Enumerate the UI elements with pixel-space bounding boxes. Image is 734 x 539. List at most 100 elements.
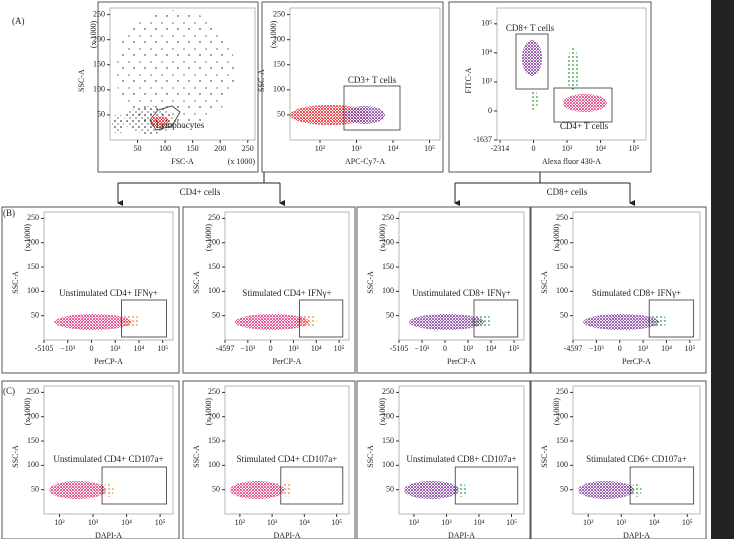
- plot-frame: [398, 211, 525, 341]
- gate-label: CD8+ T cells: [506, 23, 555, 33]
- x-tick-label: -4597: [216, 344, 235, 353]
- y-tick-label: 200: [27, 238, 39, 247]
- x-tick-label: 0: [618, 344, 622, 353]
- y-tick-label: 150: [273, 60, 285, 69]
- y-axis-label: SSC-A: [366, 445, 375, 468]
- branch-arrows: [117, 172, 635, 206]
- y-tick-label: 250: [382, 387, 394, 396]
- panel-frame: [530, 380, 707, 539]
- x-tick-label: 250: [242, 144, 254, 153]
- x-tick-label: 10⁵: [682, 518, 693, 527]
- x-tick-label: 10⁴: [121, 518, 132, 527]
- y-tick-label: 250: [556, 213, 568, 222]
- gate-label: Unstimulated CD4+ CD107a+: [53, 454, 163, 464]
- y-tick-label: 100: [93, 85, 105, 94]
- cell-cloud: [296, 314, 317, 328]
- x-tick-label: 10⁴: [134, 344, 145, 353]
- gate: [343, 85, 401, 131]
- x-tick-label: −10³: [589, 344, 605, 353]
- cell-cloud: [578, 481, 634, 499]
- panel-frame: [448, 1, 652, 173]
- y-tick-label: 50: [97, 110, 105, 119]
- y-axis-label: SSC-A: [540, 445, 549, 468]
- y-tick-label: 200: [556, 412, 568, 421]
- y-tick-label: 100: [556, 460, 568, 469]
- x-axis-unit: (x 1000): [228, 157, 256, 166]
- x-tick-label: 10⁴: [388, 144, 399, 153]
- y-tick-label: 50: [560, 485, 568, 494]
- y-axis-label: SSC-A: [11, 445, 20, 468]
- side-bar: [711, 0, 734, 539]
- panel-frame: [1, 380, 180, 539]
- x-axis-label: PerCP-A: [622, 357, 651, 366]
- y-tick-label: 200: [273, 35, 285, 44]
- x-tick-label: 10²: [54, 518, 65, 527]
- x-tick-label: 10⁴: [299, 518, 310, 527]
- y-tick-label: 200: [208, 412, 220, 421]
- cell-cloud: [54, 314, 132, 330]
- plot-frame: [224, 211, 350, 341]
- x-tick-label: 10⁵: [155, 518, 166, 527]
- panel-label: (A): [12, 16, 25, 26]
- y-tick-label: 150: [93, 60, 105, 69]
- y-tick-label: 100: [382, 286, 394, 295]
- x-tick-label: 10³: [638, 344, 649, 353]
- plot-frame: [109, 7, 256, 141]
- y-axis-label: SSC-A: [11, 271, 20, 294]
- x-tick-label: 10⁵: [157, 344, 168, 353]
- y-tick-label: 200: [382, 238, 394, 247]
- y-axis-label: SSC-A: [366, 271, 375, 294]
- plot-frame: [43, 385, 174, 515]
- y-tick-label: 50: [212, 485, 220, 494]
- x-tick-label: 10⁴: [661, 344, 672, 353]
- x-axis-label: PerCP-A: [447, 357, 476, 366]
- panel-frame: [1, 206, 180, 374]
- y-tick-label: 250: [556, 387, 568, 396]
- gate-label: Stimulated CD6+ CD107a+: [586, 454, 687, 464]
- y-tick-label: 100: [208, 286, 220, 295]
- y-tick-label: 250: [27, 387, 39, 396]
- x-tick-label: −10³: [240, 344, 256, 353]
- y-tick-label: 150: [382, 436, 394, 445]
- cell-cloud: [234, 314, 310, 330]
- gate-label: Stimulated CD4+ CD107a+: [237, 454, 338, 464]
- gate: [149, 105, 181, 131]
- panel-frame: [261, 1, 444, 173]
- y-axis-unit: (x 1000): [552, 398, 561, 426]
- x-tick-label: 10³: [441, 518, 452, 527]
- y-tick-label: 200: [556, 238, 568, 247]
- gate-label: Unstimulated CD8+ IFNγ+: [412, 288, 511, 298]
- x-tick-label: 10³: [110, 344, 121, 353]
- y-tick-label: 150: [556, 436, 568, 445]
- y-axis-unit: (x 1000): [378, 224, 387, 252]
- gate: [101, 466, 167, 505]
- cell-cloud: [631, 483, 642, 497]
- y-tick-label: 10⁴: [481, 48, 492, 57]
- y-axis-unit: (x 1000): [378, 398, 387, 426]
- plot-frame: [496, 7, 647, 141]
- x-axis-label: APC-Cy7-A: [345, 157, 385, 166]
- y-tick-label: 100: [556, 286, 568, 295]
- x-tick-label: 10⁵: [424, 144, 435, 153]
- plot-frame: [398, 385, 525, 515]
- cell-cloud: [404, 481, 459, 499]
- x-tick-label: 10³: [288, 344, 299, 353]
- x-tick-label: 10⁴: [649, 518, 660, 527]
- x-tick-label: 0: [532, 144, 536, 153]
- y-tick-label: 250: [208, 387, 220, 396]
- x-tick-label: -5105: [390, 344, 409, 353]
- y-tick-label: 150: [27, 436, 39, 445]
- plot-frame: [289, 7, 441, 141]
- x-tick-label: 10⁵: [334, 344, 345, 353]
- gate: [473, 299, 519, 338]
- y-axis-label: FITC-A: [464, 67, 473, 93]
- cell-cloud: [150, 116, 170, 128]
- y-tick-label: 50: [212, 311, 220, 320]
- x-tick-label: 0: [89, 344, 93, 353]
- x-tick-label: -2314: [491, 144, 510, 153]
- gate: [629, 466, 695, 505]
- x-tick-label: -5105: [35, 344, 54, 353]
- gate-label: Unstimulated CD8+ CD107a+: [406, 454, 516, 464]
- x-tick-label: 10³: [351, 144, 362, 153]
- y-axis-label: SSC-A: [257, 69, 266, 92]
